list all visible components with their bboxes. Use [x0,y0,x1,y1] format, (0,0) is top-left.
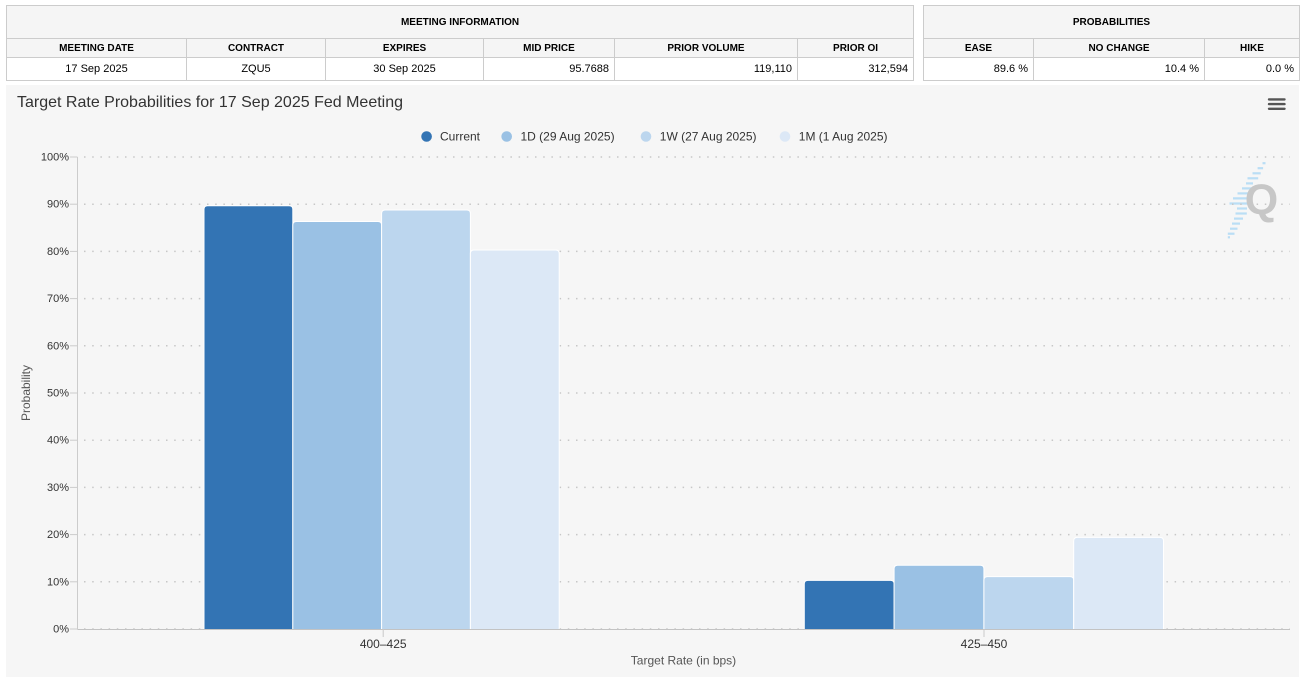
svg-text:40%: 40% [47,435,69,447]
svg-text:80%: 80% [47,246,69,258]
svg-text:100%: 100% [41,152,69,164]
svg-text:70%: 70% [47,293,69,305]
svg-text:Probability: Probability [19,365,33,421]
svg-text:400–425: 400–425 [360,637,407,651]
svg-text:30%: 30% [47,482,69,494]
svg-text:20%: 20% [47,529,69,541]
svg-text:50%: 50% [47,388,69,400]
svg-text:Q: Q [1245,176,1278,224]
svg-text:1W (27 Aug 2025): 1W (27 Aug 2025) [660,130,757,144]
svg-text:Current: Current [440,130,481,144]
svg-text:0%: 0% [53,624,69,636]
svg-text:60%: 60% [47,340,69,352]
svg-text:425–450: 425–450 [961,637,1008,651]
svg-text:1D (29 Aug 2025): 1D (29 Aug 2025) [521,130,615,144]
svg-text:1M (1 Aug 2025): 1M (1 Aug 2025) [799,130,888,144]
svg-text:10%: 10% [47,576,69,588]
svg-text:90%: 90% [47,199,69,211]
svg-text:Target Rate (in bps): Target Rate (in bps) [631,654,736,668]
svg-text:Target Rate Probabilities for: Target Rate Probabilities for 17 Sep 202… [17,94,403,111]
